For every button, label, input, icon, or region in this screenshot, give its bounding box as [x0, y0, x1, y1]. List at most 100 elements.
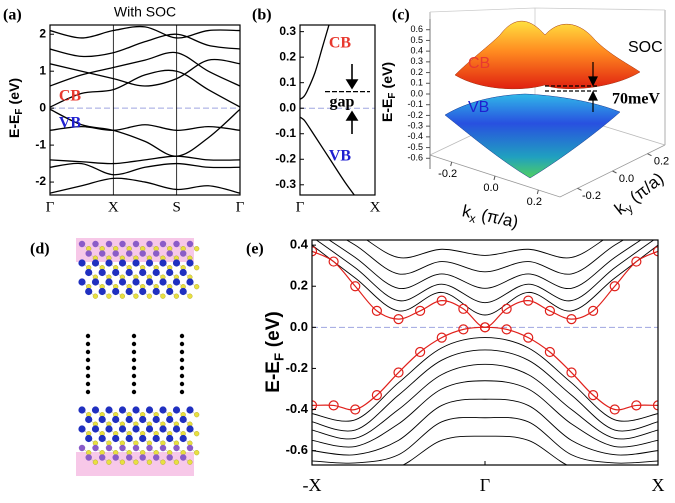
- atom: [85, 287, 93, 296]
- atom: [179, 434, 187, 443]
- atom: [85, 434, 93, 443]
- edge-state-point: [652, 400, 658, 411]
- kx-axis-label-sub: x: [468, 211, 477, 226]
- ky-tick: [612, 170, 617, 174]
- z-tick-label: 0.6: [410, 24, 423, 34]
- atom: [159, 240, 167, 248]
- atom: [187, 293, 193, 299]
- atom: [78, 425, 86, 433]
- y-tick-label: -0.4: [286, 401, 309, 416]
- z-axis-label-main: E-E: [379, 99, 395, 122]
- atom: [126, 250, 133, 257]
- edge-state-point: [328, 256, 339, 267]
- atom: [85, 268, 93, 277]
- edge-state-point: [631, 400, 642, 411]
- atom: [118, 278, 127, 286]
- y-tick-label: -0.2: [275, 151, 296, 165]
- y-tick-label: -2: [35, 174, 46, 188]
- y-tick-label: 0: [39, 100, 46, 114]
- atom: [106, 293, 112, 299]
- z-tick-label: 0.4: [410, 46, 423, 56]
- atom: [112, 434, 120, 443]
- band: [312, 398, 658, 456]
- atom: [98, 415, 106, 424]
- panel-label: (c): [392, 7, 410, 24]
- z-axis-label: E-EF (eV): [379, 62, 398, 122]
- atom: [105, 444, 113, 452]
- ellipsis-dot: [131, 373, 137, 379]
- atom: [139, 434, 147, 443]
- atom: [186, 425, 194, 433]
- band: [366, 240, 604, 259]
- edge-state-point: [312, 246, 318, 257]
- ellipsis-dot: [179, 341, 185, 347]
- band: [50, 177, 240, 194]
- annotation: 70meV: [612, 91, 660, 108]
- atom: [119, 444, 126, 452]
- y-axis-label-sub: F: [271, 353, 286, 361]
- z-tick-label: 0.5: [410, 35, 423, 45]
- gap-arrows: [345, 64, 359, 134]
- atom: [119, 293, 126, 299]
- atom: [92, 293, 99, 299]
- panel-title: With SOC: [114, 4, 176, 20]
- atom: [98, 268, 106, 277]
- y-axis-label-main: E-E: [6, 115, 22, 138]
- edge-state-point: [588, 305, 599, 316]
- band: [50, 162, 240, 176]
- ky-tick: [577, 187, 582, 191]
- plot-frame: [311, 239, 659, 466]
- atom: [112, 268, 120, 277]
- kx-axis-label-unit: (π/a): [480, 206, 520, 232]
- kx-tick-label: -0.2: [438, 168, 457, 180]
- atom: [187, 459, 193, 465]
- ellipsis-dot: [85, 357, 91, 363]
- y-tick-label: 1: [39, 63, 46, 77]
- atom: [152, 268, 160, 277]
- y-axis-label: E-EF (eV): [6, 78, 25, 138]
- ellipsis-dot: [179, 373, 185, 379]
- y-tick-label: -0.2: [286, 360, 308, 375]
- edge-state-point: [371, 390, 382, 401]
- band: [50, 69, 240, 108]
- y-tick-label: 0.3: [279, 24, 296, 38]
- atom: [159, 444, 167, 452]
- atom: [186, 278, 194, 286]
- edge-state-point: [415, 346, 426, 358]
- atom: [194, 284, 200, 290]
- atom: [173, 459, 180, 465]
- atom: [139, 268, 147, 277]
- annotation: VB: [59, 115, 82, 132]
- atom: [166, 250, 173, 257]
- atom: [132, 240, 140, 248]
- atom: [119, 459, 126, 465]
- band: [328, 240, 642, 289]
- edge-state-point: [523, 332, 534, 343]
- atom: [159, 278, 167, 286]
- ellipsis-dot: [131, 357, 137, 363]
- y-axis-label-main: E-E: [263, 361, 284, 393]
- band: [50, 33, 240, 58]
- band: [345, 240, 625, 275]
- atom: [98, 434, 106, 443]
- y-tick-label: 0.4: [290, 237, 309, 252]
- ky-tick: [647, 153, 652, 157]
- atom: [179, 287, 187, 296]
- band: [312, 250, 658, 328]
- ellipsis-dot: [179, 389, 185, 395]
- plot-area: [300, 25, 375, 195]
- atom: [173, 444, 180, 452]
- x-tick-label: X: [108, 199, 119, 215]
- atom: [139, 454, 146, 461]
- edge-state-point: [479, 322, 491, 333]
- atom: [99, 454, 106, 461]
- atom: [159, 406, 167, 414]
- ellipsis-dot: [179, 381, 185, 387]
- atom: [92, 444, 99, 452]
- panel-label: (e): [246, 241, 264, 258]
- atom: [133, 293, 139, 299]
- ky-tick-label: 0.0: [619, 173, 634, 185]
- atom: [146, 293, 153, 299]
- atom: [139, 250, 146, 257]
